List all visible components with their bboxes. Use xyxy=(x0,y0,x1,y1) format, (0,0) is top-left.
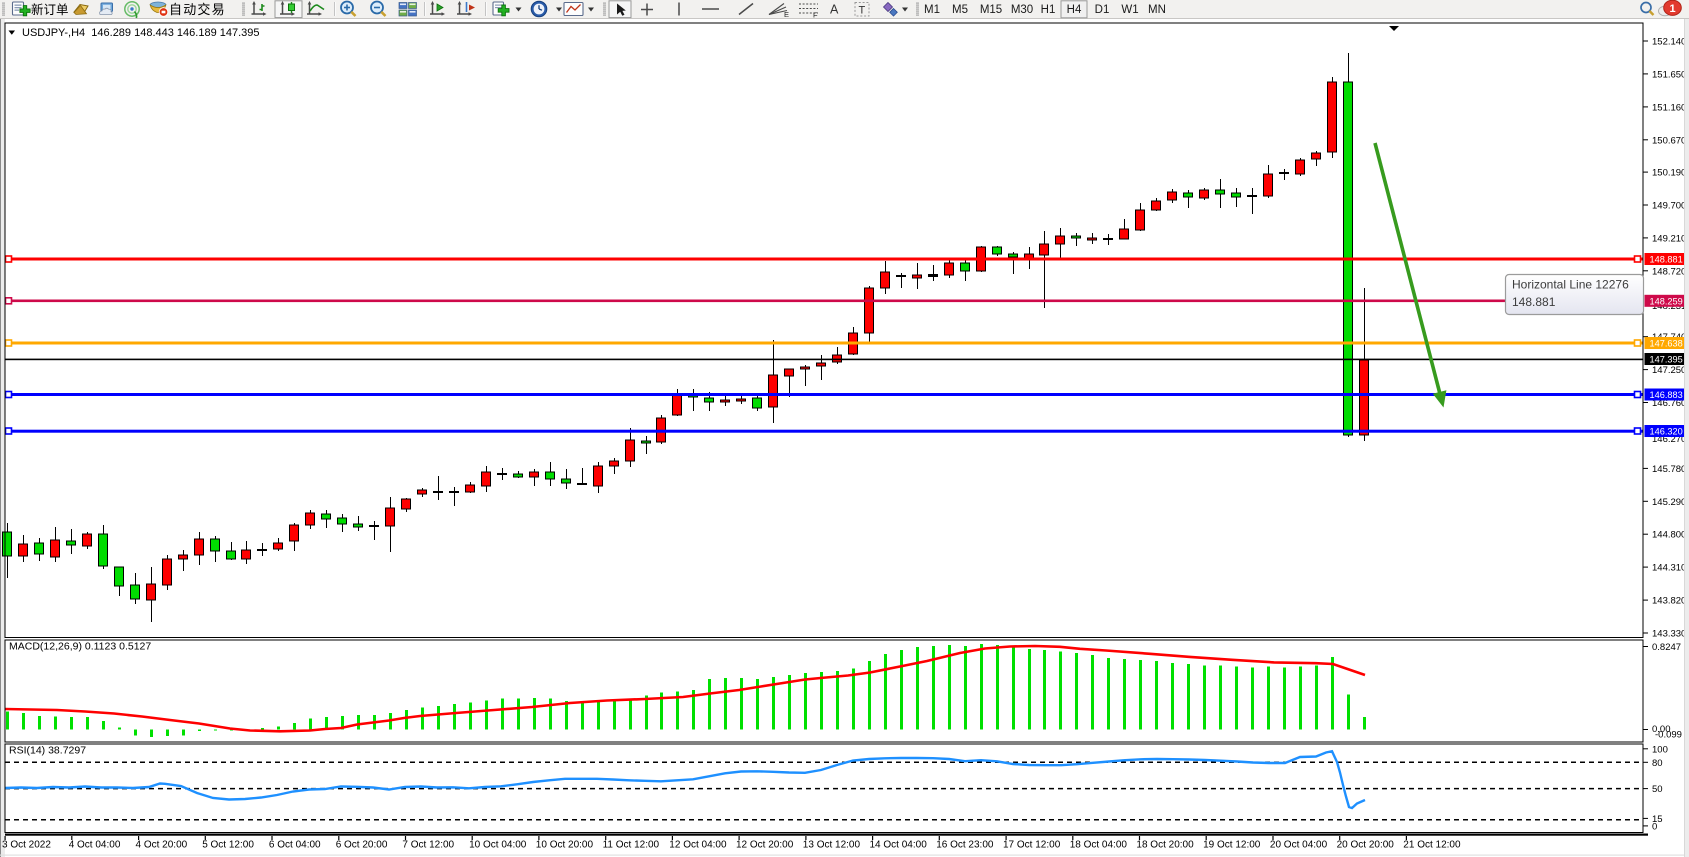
svg-text:M1: M1 xyxy=(924,4,940,16)
svg-text:148.881: 148.881 xyxy=(1512,295,1556,309)
svg-text:T: T xyxy=(859,5,866,17)
svg-text:E: E xyxy=(784,10,789,19)
svg-text:145.290: 145.290 xyxy=(1652,497,1686,508)
svg-text:A: A xyxy=(830,3,839,17)
svg-text:10 Oct 20:00: 10 Oct 20:00 xyxy=(536,840,594,851)
svg-text:M5: M5 xyxy=(952,4,968,16)
svg-text:144.800: 144.800 xyxy=(1652,530,1686,541)
svg-text:16 Oct 23:00: 16 Oct 23:00 xyxy=(936,840,994,851)
svg-text:M30: M30 xyxy=(1011,4,1033,16)
svg-text:10 Oct 04:00: 10 Oct 04:00 xyxy=(469,840,527,851)
svg-text:150.190: 150.190 xyxy=(1652,168,1686,179)
svg-text:148.259: 148.259 xyxy=(1650,296,1683,306)
svg-text:150.670: 150.670 xyxy=(1652,135,1686,146)
svg-text:RSI(14) 38.7297: RSI(14) 38.7297 xyxy=(9,745,86,757)
svg-text:80: 80 xyxy=(1652,758,1663,769)
svg-text:100: 100 xyxy=(1652,744,1668,755)
svg-text:D1: D1 xyxy=(1095,4,1110,16)
svg-text:MN: MN xyxy=(1148,4,1166,16)
svg-text:USDJPY-,H4 146.289 148.443 14: USDJPY-,H4 146.289 148.443 146.189 147.3… xyxy=(22,27,260,39)
svg-text:146.320: 146.320 xyxy=(1650,427,1683,437)
svg-text:F: F xyxy=(813,11,818,20)
svg-text:18 Oct 04:00: 18 Oct 04:00 xyxy=(1070,840,1128,851)
svg-text:自动交易: 自动交易 xyxy=(169,2,226,17)
svg-text:147.395: 147.395 xyxy=(1650,355,1683,365)
svg-text:143.820: 143.820 xyxy=(1652,596,1686,607)
svg-text:149.210: 149.210 xyxy=(1652,233,1686,244)
svg-text:5 Oct 12:00: 5 Oct 12:00 xyxy=(202,840,254,851)
svg-text:W1: W1 xyxy=(1121,4,1138,16)
svg-text:4 Oct 20:00: 4 Oct 20:00 xyxy=(136,840,188,851)
svg-text:15: 15 xyxy=(1652,814,1663,825)
svg-text:Horizontal Line 12276: Horizontal Line 12276 xyxy=(1512,278,1629,292)
svg-text:MACD(12,26,9) 0.1123 0.5127: MACD(12,26,9) 0.1123 0.5127 xyxy=(9,641,151,653)
svg-text:143.330: 143.330 xyxy=(1652,629,1686,640)
svg-text:148.881: 148.881 xyxy=(1650,255,1683,265)
svg-text:11 Oct 12:00: 11 Oct 12:00 xyxy=(603,840,660,851)
svg-text:18 Oct 20:00: 18 Oct 20:00 xyxy=(1136,840,1194,851)
svg-text:12 Oct 20:00: 12 Oct 20:00 xyxy=(736,840,794,851)
svg-text:12 Oct 04:00: 12 Oct 04:00 xyxy=(669,840,727,851)
svg-text:3 Oct 2022: 3 Oct 2022 xyxy=(2,840,51,851)
svg-text:-0.099: -0.099 xyxy=(1655,730,1682,741)
svg-text:0.8247: 0.8247 xyxy=(1652,642,1681,653)
svg-text:0: 0 xyxy=(1652,821,1657,832)
svg-text:19 Oct 12:00: 19 Oct 12:00 xyxy=(1203,840,1261,851)
svg-text:H1: H1 xyxy=(1041,4,1056,16)
svg-text:6 Oct 04:00: 6 Oct 04:00 xyxy=(269,840,321,851)
svg-text:7 Oct 12:00: 7 Oct 12:00 xyxy=(402,840,454,851)
svg-text:4 Oct 04:00: 4 Oct 04:00 xyxy=(69,840,121,851)
svg-text:13 Oct 12:00: 13 Oct 12:00 xyxy=(803,840,861,851)
svg-text:147.638: 147.638 xyxy=(1650,339,1683,349)
svg-text:152.140: 152.140 xyxy=(1652,37,1686,48)
svg-text:新订单: 新订单 xyxy=(31,2,69,17)
svg-text:144.310: 144.310 xyxy=(1652,563,1686,574)
svg-text:145.780: 145.780 xyxy=(1652,464,1686,475)
svg-text:146.760: 146.760 xyxy=(1652,398,1686,409)
svg-text:50: 50 xyxy=(1652,784,1663,795)
svg-text:14 Oct 04:00: 14 Oct 04:00 xyxy=(870,840,928,851)
svg-text:20 Oct 04:00: 20 Oct 04:00 xyxy=(1270,840,1328,851)
svg-text:1: 1 xyxy=(1669,3,1675,15)
svg-text:146.883: 146.883 xyxy=(1650,390,1683,400)
svg-text:17 Oct 12:00: 17 Oct 12:00 xyxy=(1003,840,1061,851)
svg-text:6 Oct 20:00: 6 Oct 20:00 xyxy=(336,840,388,851)
svg-text:21 Oct 12:00: 21 Oct 12:00 xyxy=(1403,840,1461,851)
svg-text:20 Oct 20:00: 20 Oct 20:00 xyxy=(1337,840,1395,851)
svg-text:M15: M15 xyxy=(980,4,1002,16)
svg-text:147.250: 147.250 xyxy=(1652,365,1686,376)
svg-text:151.650: 151.650 xyxy=(1652,69,1686,80)
svg-text:151.160: 151.160 xyxy=(1652,102,1686,113)
svg-text:148.720: 148.720 xyxy=(1652,266,1686,277)
svg-text:H4: H4 xyxy=(1067,4,1082,16)
svg-text:146.270: 146.270 xyxy=(1652,434,1686,445)
svg-text:149.700: 149.700 xyxy=(1652,201,1686,212)
svg-text:0.00: 0.00 xyxy=(1652,724,1671,735)
